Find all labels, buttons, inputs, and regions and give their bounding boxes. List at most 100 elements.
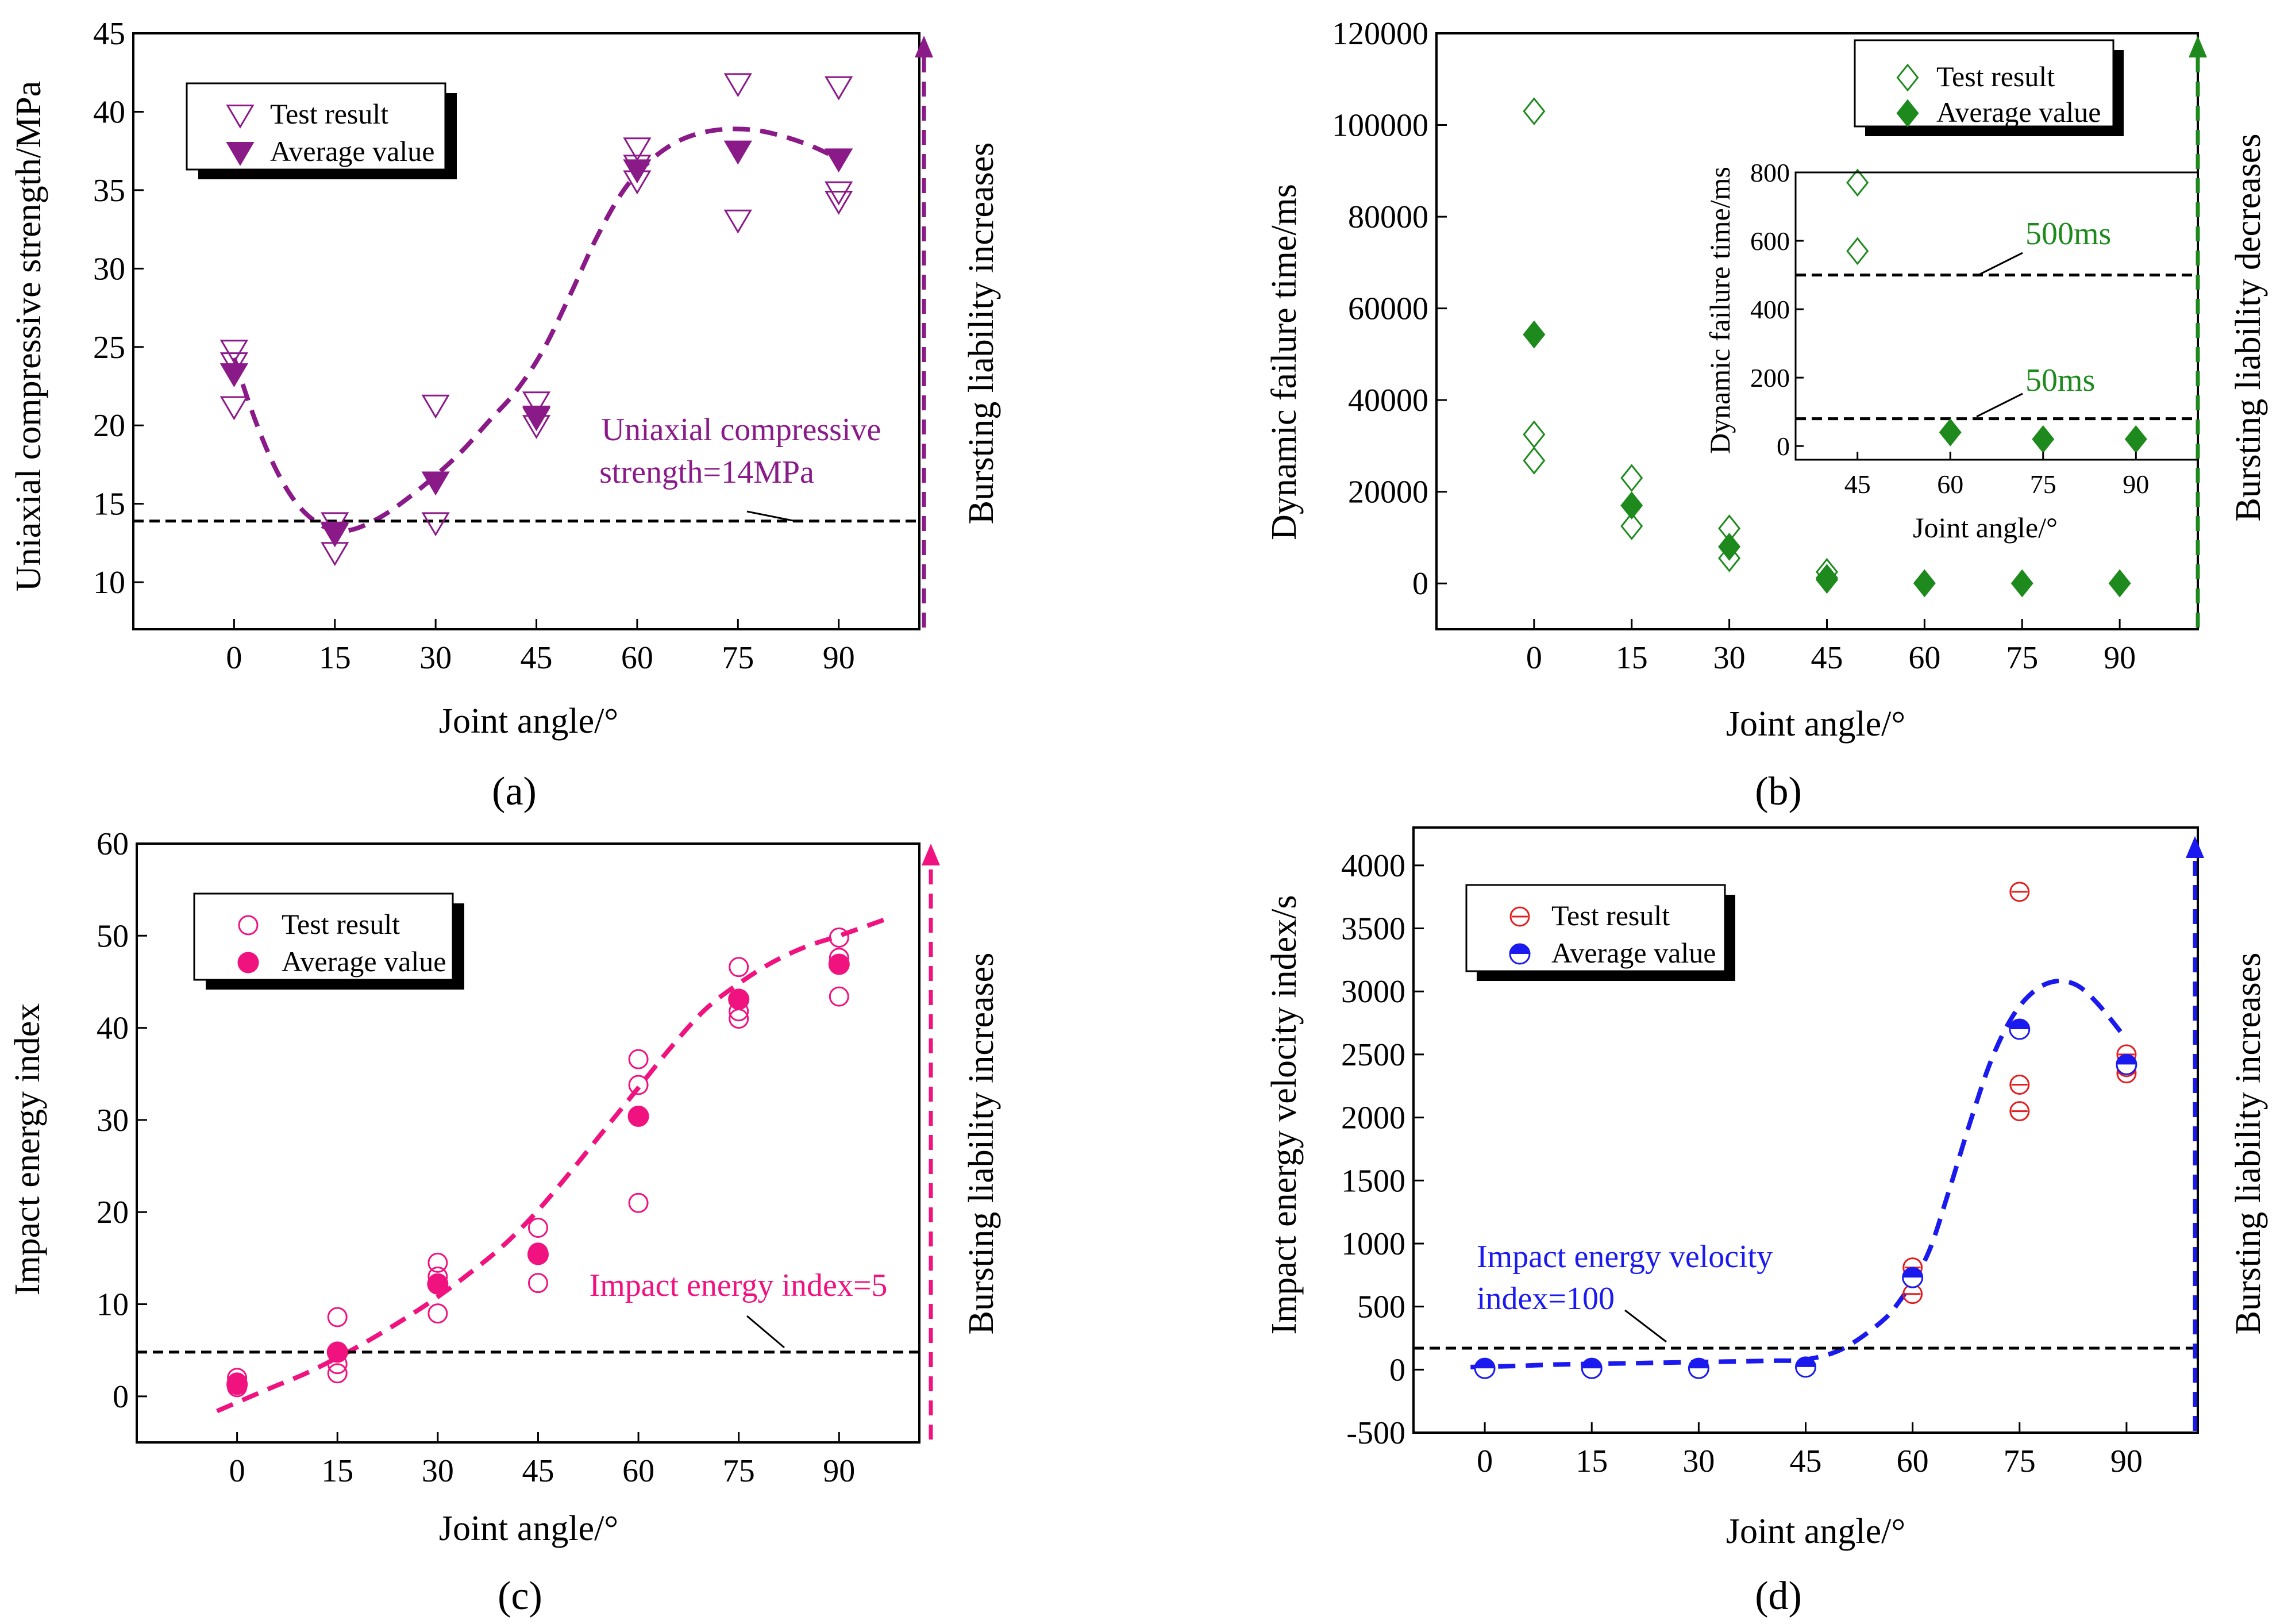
test-point-c-14 [628,1192,649,1213]
test-point-c-20 [829,986,849,1007]
fit-curve-a [232,126,840,534]
inset-x-tick-label-1: 60 [1937,470,1963,499]
average-point-c-1 [326,1341,348,1363]
test-point-a-14 [723,73,752,98]
threshold-label-d-line2: index=100 [1477,1281,1615,1317]
test-point-c-6 [427,1252,448,1273]
average-point-b-4 [1913,569,1936,598]
points-a [219,73,853,567]
threshold-label-a-line2: strength=14MPa [599,455,814,490]
average-point-d-3 [1795,1356,1816,1378]
legend-c: Test result Average value [193,892,464,990]
test-point-a-2 [219,396,249,421]
average-point-a-0 [219,363,249,388]
threshold-leader-d [1624,1309,1667,1343]
legend-symbol-test-d [1509,906,1530,927]
caption-c: (c) [498,1574,542,1618]
inset-y-tick-label-0: 0 [1777,432,1790,461]
arrow-head [2189,36,2207,57]
y-tick-label-b-6: 120000 [1332,16,1428,52]
threshold-leader-a [746,510,794,522]
inset-test-point-1 [1846,237,1869,265]
average-point-b-3 [1815,564,1839,592]
x-tick-label-c-6: 90 [823,1453,855,1489]
arrow-head [2186,836,2204,858]
panel-c: 0 15 30 45 60 75 90 0 10 20 30 40 50 60 Joint angle/°… [8,826,1001,1618]
y-axis-label-b: Dynamic failure time/ms [1265,184,1304,540]
test-point-c-15 [729,957,749,978]
average-point-a-3 [522,405,551,430]
arrow-label-d: Bursting liability increases [2229,953,2268,1335]
test-point-b-4 [1620,512,1643,540]
panel-a: 0 15 30 45 60 75 90 10 15 20 25 30 35 40 45 Joint angl… [9,16,1001,814]
fit-curve-path-a [232,126,840,534]
test-point-a-15 [723,209,752,234]
caption-d: (d) [1755,1574,1802,1618]
inset-y-axis-label-b: Dynamic failure time/ms [1704,167,1736,454]
x-tick-label-d-0: 0 [1477,1444,1493,1479]
average-point-b-1 [1620,491,1643,520]
y-tick-label-a-7: 45 [93,16,125,52]
inset-y-tick-label-2: 400 [1750,295,1790,324]
y-tick-label-a-2: 20 [93,408,125,444]
y-tick-label-c-4: 40 [97,1011,129,1046]
test-point-b-2 [1523,447,1546,475]
x-tick-label-a-0: 0 [226,640,242,676]
x-tick-label-b-2: 30 [1713,640,1746,676]
legend-symbol-test-b [1896,63,1919,92]
x-axis-label-d: Joint angle/° [1726,1512,1905,1551]
legend-average-label-a: Average value [270,135,434,167]
ticks-c: 0 15 30 45 60 75 90 0 10 20 30 40 50 60 [97,826,855,1489]
average-point-c-2 [427,1273,449,1295]
y-axis-label-d: Impact energy velocity index/s [1265,895,1304,1334]
ticks-a: 0 15 30 45 60 75 90 10 15 20 25 30 35 40 45 [93,16,855,676]
threshold-leader-c [746,1315,785,1349]
test-point-b-0 [1523,97,1546,126]
x-tick-label-b-1: 15 [1616,640,1648,676]
bursting-arrow-c [922,844,940,1440]
inset-x-axis-label-b: Joint angle/° [1913,511,2058,544]
x-tick-label-b-0: 0 [1526,640,1542,676]
legend-average-label-b: Average value [1936,96,2101,128]
y-tick-label-d-7: 3000 [1341,974,1405,1010]
y-tick-label-d-8: 3500 [1341,911,1405,947]
inset-threshold-label-500: 500ms [2025,216,2111,252]
inset-x-tick-label-2: 75 [2030,470,2056,499]
average-point-d-5 [2009,1018,2031,1040]
legend-marker-test-a [226,105,255,129]
bursting-arrow-d [2186,836,2204,1431]
x-tick-label-d-2: 30 [1682,1444,1715,1479]
caption-a: (a) [492,769,537,814]
inset-points-b [1846,168,2147,453]
y-axis-label-a: Uniaxial compressive strength/MPa [9,81,48,592]
x-tick-label-c-0: 0 [229,1453,245,1489]
legend-symbol-average-d [1509,943,1531,965]
bursting-arrow-a [915,36,933,628]
test-point-c-13 [628,1075,649,1095]
test-point-c-11 [527,1273,548,1294]
legend-marker-average-a [226,142,255,166]
caption-b: (b) [1755,769,1802,814]
average-point-d-2 [1688,1357,1709,1379]
x-tick-label-d-6: 90 [2110,1444,2143,1479]
y-tick-label-c-3: 30 [97,1103,129,1138]
y-tick-label-b-4: 80000 [1348,199,1428,235]
y-tick-label-b-2: 40000 [1348,383,1428,418]
test-point-a-7 [421,512,450,537]
test-point-a-18 [825,190,853,215]
ticks-d: 0 15 30 45 60 75 90 -500 0 500 1000 1500 2000 2500 300… [1341,848,2143,1479]
x-tick-label-c-4: 60 [622,1453,654,1489]
legend-box-a [186,82,446,171]
y-tick-label-b-0: 0 [1412,566,1428,602]
caption-c-text: (c) [498,1574,542,1618]
average-point-b-2 [1718,533,1741,561]
x-tick-label-c-2: 30 [422,1453,454,1489]
arrow-head [922,844,940,865]
x-tick-label-c-1: 15 [321,1453,353,1489]
inset-x-tick-label-3: 90 [2123,470,2149,499]
legend-test-label-b: Test result [1936,60,2055,93]
legend-marker-test-b [1896,63,1919,92]
legend-box-d [1465,884,1726,972]
inset-x-tick-label-0: 45 [1844,470,1871,499]
test-point-d-3 [2009,1075,2030,1095]
